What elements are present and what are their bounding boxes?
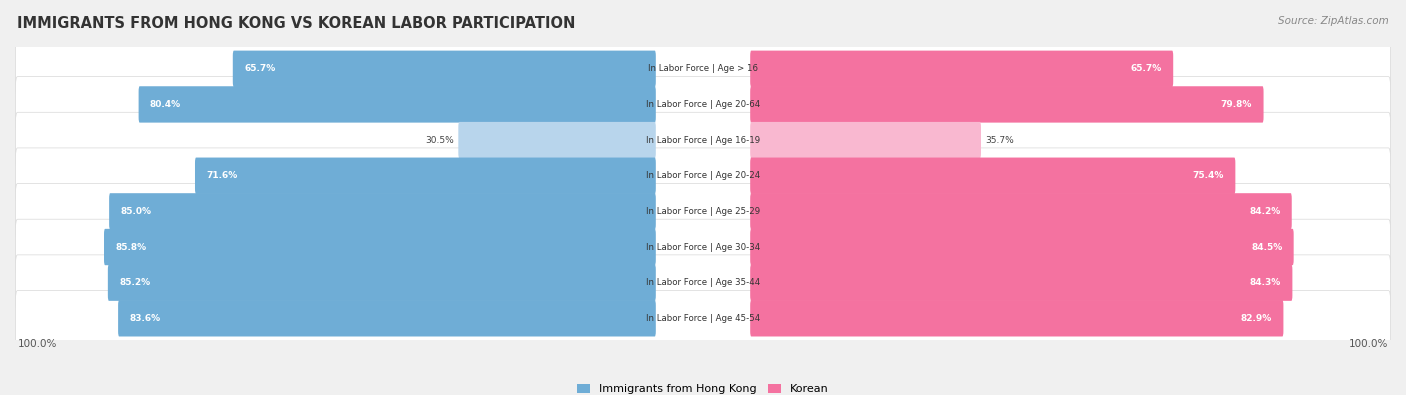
Text: In Labor Force | Age 25-29: In Labor Force | Age 25-29 [645, 207, 761, 216]
Text: In Labor Force | Age 45-54: In Labor Force | Age 45-54 [645, 314, 761, 323]
FancyBboxPatch shape [15, 255, 1391, 310]
Text: 80.4%: 80.4% [150, 100, 181, 109]
FancyBboxPatch shape [108, 265, 655, 301]
FancyBboxPatch shape [751, 51, 1173, 87]
FancyBboxPatch shape [15, 148, 1391, 203]
Text: 65.7%: 65.7% [245, 64, 276, 73]
Text: 84.3%: 84.3% [1250, 278, 1281, 287]
FancyBboxPatch shape [751, 193, 1292, 229]
FancyBboxPatch shape [15, 41, 1391, 97]
Text: 82.9%: 82.9% [1240, 314, 1272, 323]
FancyBboxPatch shape [104, 229, 655, 265]
Text: IMMIGRANTS FROM HONG KONG VS KOREAN LABOR PARTICIPATION: IMMIGRANTS FROM HONG KONG VS KOREAN LABO… [17, 16, 575, 31]
Text: 84.5%: 84.5% [1251, 243, 1282, 252]
FancyBboxPatch shape [15, 112, 1391, 168]
FancyBboxPatch shape [139, 86, 655, 122]
FancyBboxPatch shape [195, 158, 655, 194]
Text: 100.0%: 100.0% [1350, 339, 1389, 349]
Legend: Immigrants from Hong Kong, Korean: Immigrants from Hong Kong, Korean [572, 379, 834, 395]
FancyBboxPatch shape [233, 51, 655, 87]
FancyBboxPatch shape [751, 122, 981, 158]
Text: 83.6%: 83.6% [129, 314, 160, 323]
FancyBboxPatch shape [15, 184, 1391, 239]
Text: 85.2%: 85.2% [120, 278, 150, 287]
FancyBboxPatch shape [118, 300, 655, 337]
FancyBboxPatch shape [751, 229, 1294, 265]
Text: 35.7%: 35.7% [986, 135, 1014, 145]
Text: Source: ZipAtlas.com: Source: ZipAtlas.com [1278, 16, 1389, 26]
FancyBboxPatch shape [15, 290, 1391, 346]
Text: In Labor Force | Age 16-19: In Labor Force | Age 16-19 [645, 135, 761, 145]
Text: 79.8%: 79.8% [1220, 100, 1253, 109]
FancyBboxPatch shape [110, 193, 655, 229]
FancyBboxPatch shape [15, 219, 1391, 275]
Text: 85.8%: 85.8% [115, 243, 146, 252]
Text: 85.0%: 85.0% [121, 207, 152, 216]
FancyBboxPatch shape [751, 300, 1284, 337]
Text: In Labor Force | Age 20-64: In Labor Force | Age 20-64 [645, 100, 761, 109]
Text: In Labor Force | Age 35-44: In Labor Force | Age 35-44 [645, 278, 761, 287]
Text: 30.5%: 30.5% [425, 135, 454, 145]
FancyBboxPatch shape [15, 77, 1391, 132]
FancyBboxPatch shape [751, 86, 1264, 122]
FancyBboxPatch shape [751, 265, 1292, 301]
Text: In Labor Force | Age > 16: In Labor Force | Age > 16 [648, 64, 758, 73]
Text: In Labor Force | Age 20-24: In Labor Force | Age 20-24 [645, 171, 761, 180]
FancyBboxPatch shape [751, 158, 1236, 194]
Text: 65.7%: 65.7% [1130, 64, 1161, 73]
Text: 75.4%: 75.4% [1192, 171, 1225, 180]
Text: 84.2%: 84.2% [1249, 207, 1281, 216]
FancyBboxPatch shape [458, 122, 655, 158]
Text: 100.0%: 100.0% [17, 339, 56, 349]
Text: 71.6%: 71.6% [207, 171, 238, 180]
Text: In Labor Force | Age 30-34: In Labor Force | Age 30-34 [645, 243, 761, 252]
